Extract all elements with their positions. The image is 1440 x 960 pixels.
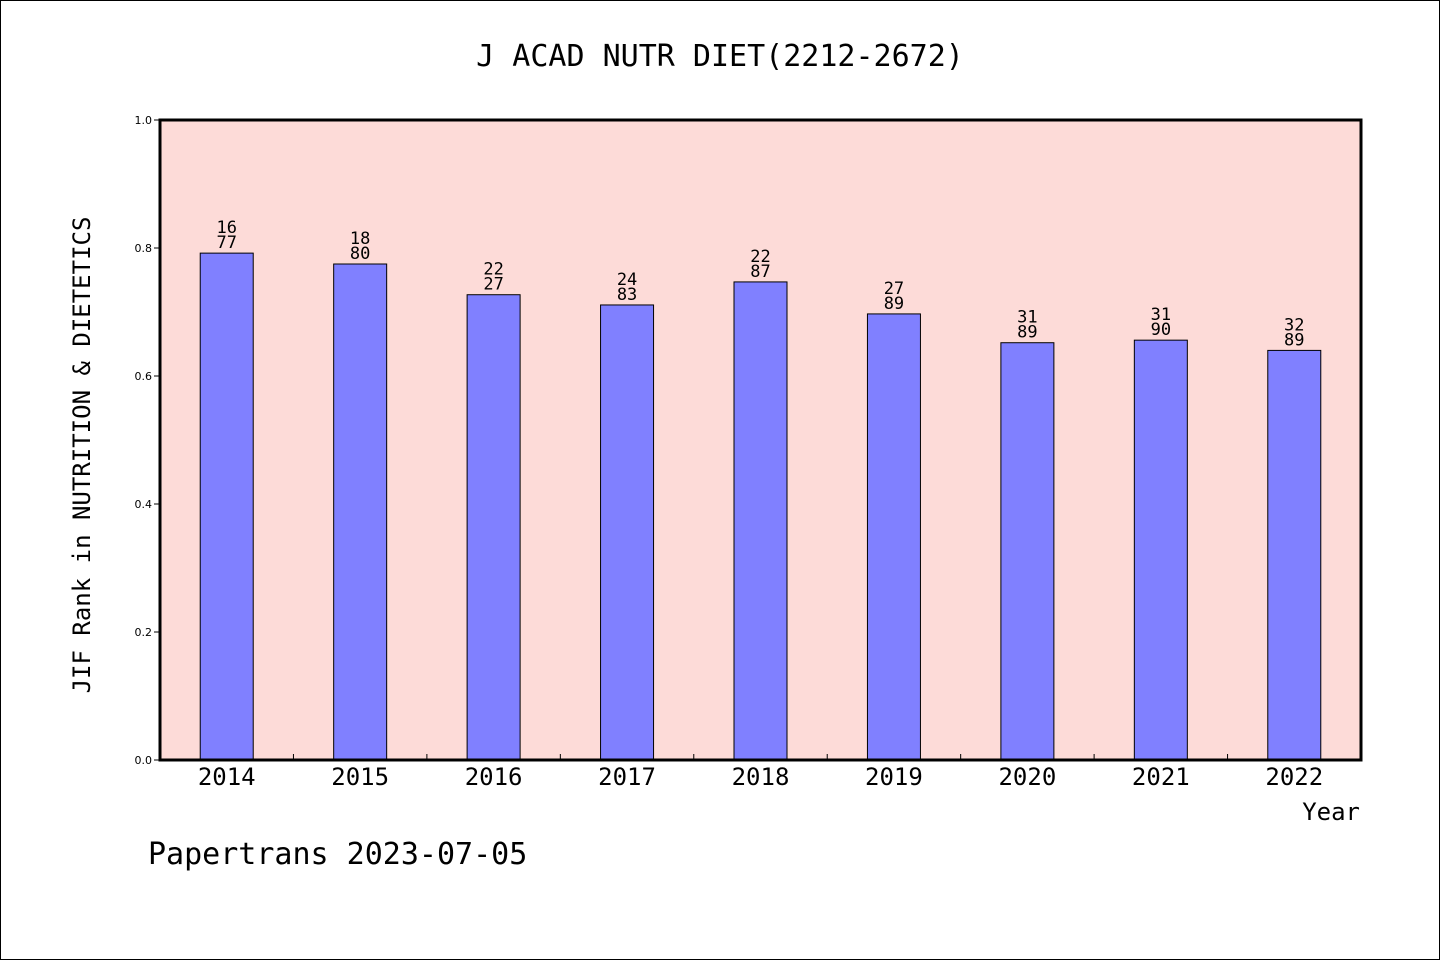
total-label: 87 <box>750 262 770 282</box>
x-tick-label: 2016 <box>465 763 523 791</box>
bar-2020 <box>1000 342 1055 761</box>
y-tick-label: 0.4 <box>135 498 153 511</box>
total-label: 89 <box>1284 330 1304 350</box>
x-tick-label: 2017 <box>598 763 656 791</box>
total-label: 89 <box>884 294 904 314</box>
plot-border <box>158 118 1363 762</box>
total-label: 90 <box>1151 320 1171 340</box>
bar-2014 <box>199 252 254 761</box>
rank-label: 22 <box>483 260 503 280</box>
x-tick-label: 2014 <box>198 763 256 791</box>
rank-label: 16 <box>216 218 236 238</box>
rank-label: 22 <box>750 247 770 267</box>
rank-label: 31 <box>1151 305 1171 325</box>
ticks-layer: 2014 2015 2016 2017 2018 2019 2020 2021 2022 0.0 0… <box>135 114 1324 791</box>
total-label: 83 <box>617 285 637 305</box>
total-label: 80 <box>350 244 370 264</box>
footer-credit: Papertrans 2023-07-05 <box>148 837 527 872</box>
x-axis-label: Year <box>1302 798 1360 826</box>
bar-2019 <box>866 313 921 761</box>
y-tick-label: 0.2 <box>135 626 153 639</box>
x-tick-label: 2022 <box>1265 763 1323 791</box>
chart-title: J ACAD NUTR DIET(2212-2672) <box>476 39 964 74</box>
bar-2016 <box>466 294 521 761</box>
rank-label: 24 <box>617 270 637 290</box>
bar-2015 <box>333 263 388 761</box>
bar-2021 <box>1133 339 1188 761</box>
x-tick-label: 2021 <box>1132 763 1190 791</box>
y-tick-label: 0.0 <box>135 754 153 767</box>
x-tick-label: 2018 <box>732 763 790 791</box>
x-tick-label: 2015 <box>331 763 389 791</box>
bar-2017 <box>600 304 655 761</box>
rank-label: 18 <box>350 229 370 249</box>
y-tick-label: 0.8 <box>135 242 153 255</box>
rank-label: 27 <box>884 279 904 299</box>
x-tick-label: 2020 <box>998 763 1056 791</box>
y-axis-label: JIF Rank in NUTRITION & DIETETICS <box>68 217 96 694</box>
total-label: 77 <box>216 233 236 253</box>
total-label: 27 <box>483 275 503 295</box>
bar-2018 <box>733 281 788 761</box>
x-tick-label: 2019 <box>865 763 923 791</box>
y-tick-label: 0.6 <box>135 370 153 383</box>
rank-label: 32 <box>1284 315 1304 335</box>
y-tick-label: 1.0 <box>135 114 153 127</box>
rank-label: 31 <box>1017 308 1037 328</box>
bar-2022 <box>1267 349 1322 761</box>
total-label: 89 <box>1017 323 1037 343</box>
